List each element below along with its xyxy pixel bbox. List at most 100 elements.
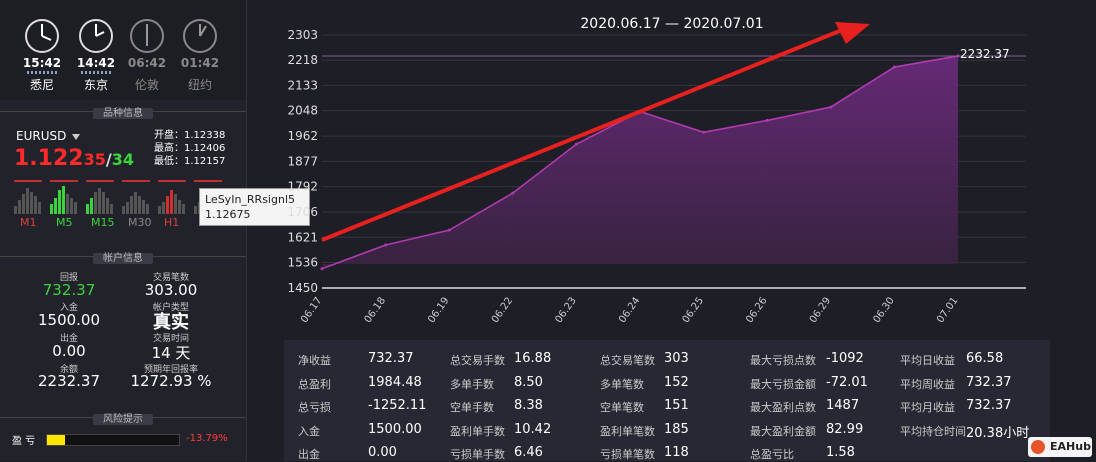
stat-item: 总交易手数 16.88 [450, 351, 551, 368]
tf-bar [94, 192, 97, 214]
stat-label: 空单笔数 [600, 401, 644, 414]
tf-label-h1[interactable]: H1 [164, 216, 180, 229]
indicator-tooltip: LeSyIn_RRsignl5 1.12675 [199, 188, 310, 226]
stat-item: 空单手数 8.38 [450, 398, 543, 415]
tf-bar [194, 206, 197, 214]
x-tick-label: 06.22 [490, 295, 515, 325]
high-price: 最高：1.12406 [154, 143, 226, 154]
symbol-selector[interactable]: EURUSD [16, 129, 81, 143]
data-point [702, 130, 706, 134]
y-tick-label: 1621 [287, 230, 318, 244]
stat-item: 最大亏损金额 -72.01 [750, 375, 868, 392]
stat-value: 16.88 [514, 351, 552, 366]
tf-bar [90, 198, 93, 214]
y-tick-label: 1792 [287, 180, 318, 194]
stat-label: 多单笔数 [600, 377, 644, 391]
stat-item: 平均持仓时间 20.38小时 [900, 423, 1029, 441]
data-point [447, 228, 451, 232]
x-tick-label: 06.29 [808, 295, 833, 325]
balance-value: 2232.37 [37, 372, 101, 390]
stat-label: 亏损单手数 [450, 448, 505, 461]
stat-value: 1984.48 [368, 374, 422, 390]
y-tick-label: 2218 [287, 53, 318, 67]
eahub-logo: EAHub [1028, 437, 1092, 457]
tf-bar [138, 196, 141, 214]
equity-chart: 2020.06.17 — 2020.07.01 2303 2218 2133 2048… [287, 16, 1026, 325]
stat-value: 1.58 [826, 445, 855, 460]
tf-bar [122, 206, 125, 214]
stat-value: 151 [664, 398, 689, 413]
end-value-label: 2232.37 [960, 47, 1010, 61]
tf-bar [126, 202, 129, 214]
time-label: 交易时间 [152, 334, 189, 344]
tf-label-m1[interactable]: M1 [20, 216, 37, 229]
tf-bar [178, 200, 181, 214]
ohl-info: 开盘：1.12338 最高：1.12406 最低：1.12157 [154, 129, 225, 168]
stat-value: -1252.11 [368, 398, 427, 413]
stat-value: -1092 [826, 351, 864, 366]
stat-label: 平均日收益 [900, 354, 955, 367]
x-tick-label: 06.19 [426, 295, 451, 325]
y-tick-label: 1877 [287, 154, 318, 168]
clock-icon [130, 19, 164, 53]
deposit-label: 入金 [59, 303, 78, 313]
stat-value: 1500.00 [368, 421, 422, 437]
y-tick-label: 1706 [287, 205, 318, 219]
data-point [892, 65, 896, 69]
stat-item: 亏损单笔数 118 [600, 445, 689, 462]
tf-bar-group [50, 180, 78, 214]
tf-bar [158, 206, 161, 214]
tf-bar [54, 198, 57, 214]
tf-bar [74, 202, 77, 214]
y-tick-label: 1450 [287, 281, 318, 295]
risk-bar [46, 434, 180, 446]
clock-time: 06:42 [127, 56, 167, 70]
tf-bar [174, 194, 177, 214]
y-tick-label: 2048 [287, 104, 318, 118]
stat-item: 总亏损 -1252.11 [298, 398, 426, 415]
data-point [829, 105, 833, 109]
tf-bar [22, 194, 25, 214]
stat-item: 总盈亏比 1.58 [750, 445, 855, 462]
clock-city: 东京 [83, 78, 108, 92]
stat-label: 平均周收益 [900, 377, 955, 391]
data-point [765, 118, 769, 122]
stat-value: 732.37 [966, 374, 1012, 390]
withdraw-value: 0.00 [52, 342, 86, 360]
data-point [511, 191, 515, 195]
y-tick-label: 2133 [287, 78, 318, 92]
tf-bar [134, 192, 137, 214]
tf-bar [18, 200, 21, 214]
stat-item: 多单笔数 152 [600, 375, 689, 392]
y-tick-label: 2303 [287, 28, 318, 42]
stat-label: 平均月收益 [900, 401, 955, 414]
stat-item: 最大亏损点数 -1092 [750, 351, 864, 368]
tf-label-m15[interactable]: M15 [91, 216, 115, 229]
annual-label: 预期年回报率 [143, 365, 198, 375]
tf-bar [98, 188, 101, 214]
acct-type-label: 帐户类型 [152, 303, 189, 313]
tf-label-m30[interactable]: M30 [128, 216, 152, 229]
clock-newyork: 01:42 纽约 [180, 18, 220, 93]
stat-value: 1487 [826, 398, 860, 413]
stat-label: 入金 [298, 424, 320, 438]
stat-item: 最大盈利点数 1487 [750, 398, 859, 415]
eahub-logo-icon [1031, 440, 1045, 454]
stat-label: 总盈亏比 [750, 448, 794, 461]
section-title-symbol: 品种信息 [0, 104, 246, 119]
stat-item: 平均月收益 732.37 [900, 398, 1012, 415]
y-tick-label: 1536 [287, 255, 318, 269]
risk-label: 盈 亏 [12, 436, 36, 447]
tf-bar [66, 194, 69, 214]
stat-label: 总盈利 [298, 377, 331, 391]
tf-bar-group [14, 180, 42, 214]
tf-bar-group [86, 180, 114, 214]
risk-percent: -13.79% [186, 433, 228, 444]
clock-icon [79, 19, 113, 53]
clock-icon [183, 19, 217, 53]
tf-bar [106, 198, 109, 214]
stat-label: 最大盈利金额 [750, 424, 816, 438]
stat-value: 185 [664, 421, 689, 437]
stat-item: 净收益 732.37 [298, 351, 414, 368]
tf-label-m5[interactable]: M5 [56, 216, 73, 229]
